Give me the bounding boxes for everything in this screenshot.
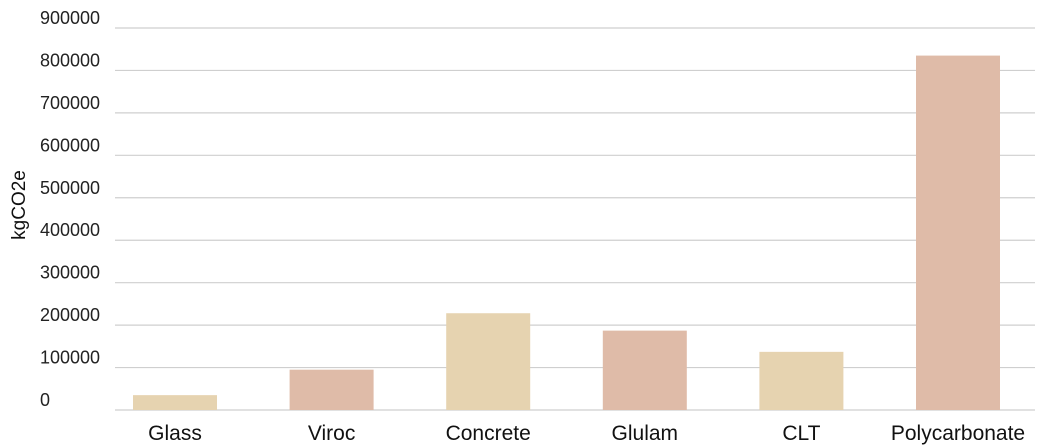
bar-viroc <box>289 369 374 410</box>
y-tick-label: 500000 <box>40 178 100 198</box>
y-tick-label: 700000 <box>40 93 100 113</box>
x-category-label: Glass <box>148 422 202 445</box>
bar-clt <box>759 351 844 410</box>
bar-concrete <box>446 313 531 410</box>
y-tick-label: 900000 <box>40 8 100 28</box>
x-category-label: Viroc <box>308 422 355 445</box>
bar-glulam <box>602 330 687 410</box>
y-axis-ticks: 0 100000 200000 300000 400000 500000 600000 700… <box>40 8 100 410</box>
y-tick-label: 600000 <box>40 135 100 155</box>
y-tick-label: 400000 <box>40 220 100 240</box>
y-tick-label: 800000 <box>40 50 100 70</box>
y-axis-title: kgCO2e <box>9 170 30 240</box>
y-tick-label: 100000 <box>40 348 100 368</box>
x-axis-categories: Glass Viroc Concrete Glulam CLT Polycarbonate <box>148 422 1025 445</box>
y-tick-label: 300000 <box>40 263 100 283</box>
bar-glass <box>133 395 217 410</box>
y-tick-label: 0 <box>40 390 50 410</box>
gridlines <box>115 27 1035 411</box>
y-tick-label: 200000 <box>40 305 100 325</box>
x-category-label: Polycarbonate <box>891 422 1025 445</box>
bars <box>133 55 1000 410</box>
x-category-label: Glulam <box>612 422 679 445</box>
x-category-label: Concrete <box>446 422 531 445</box>
x-category-label: CLT <box>782 422 820 445</box>
bar-polycarbonate <box>916 55 1000 410</box>
